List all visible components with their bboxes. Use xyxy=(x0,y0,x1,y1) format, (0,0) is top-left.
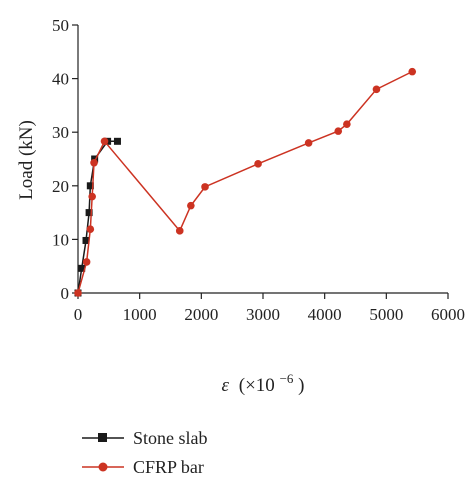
data-point-cfrp-bar xyxy=(88,192,96,201)
legend-marker-stone-slab xyxy=(98,433,107,442)
data-point-cfrp-bar xyxy=(86,225,95,234)
data-point-cfrp-bar xyxy=(82,258,91,266)
data-point-cfrp-bar xyxy=(254,160,262,168)
y-tick-label: 40 xyxy=(52,70,69,89)
y-tick-label: 10 xyxy=(52,230,69,249)
x-tick-label: 0 xyxy=(74,305,83,324)
x-tick-label: 4000 xyxy=(308,305,342,324)
x-tick-label: 3000 xyxy=(246,305,280,324)
x-tick-label: 1000 xyxy=(123,305,157,324)
data-point-cfrp-bar xyxy=(187,201,195,210)
plot-area: 0 1000 2000 3000 4000 5000 6000 0 10 20 30 40 50 xyxy=(52,16,465,324)
x-tick-label: 6000 xyxy=(431,305,465,324)
data-point-cfrp-bar xyxy=(372,85,381,94)
data-point-cfrp-bar xyxy=(90,158,98,167)
x-axis-label-unit: (×10 xyxy=(239,375,275,396)
y-ticks: 0 10 20 30 40 50 xyxy=(52,16,78,303)
x-axis-label: ε (×10 −6 ) xyxy=(222,367,305,396)
data-point-cfrp-bar xyxy=(74,289,82,297)
x-tick-label: 2000 xyxy=(184,305,218,324)
series-layer xyxy=(74,67,417,297)
x-axis-label-exp: −6 xyxy=(280,371,294,386)
data-point-stone-slab xyxy=(78,264,86,272)
y-axis-label: Load (kN) xyxy=(16,120,37,200)
data-point-cfrp-bar xyxy=(304,139,313,147)
legend-marker-cfrp-bar xyxy=(98,462,108,472)
legend-label-stone-slab: Stone slab xyxy=(133,428,208,448)
y-tick-label: 0 xyxy=(61,284,70,303)
data-point-cfrp-bar xyxy=(100,137,109,146)
legend: Stone slab CFRP bar xyxy=(82,428,208,477)
data-point-cfrp-bar xyxy=(334,127,343,135)
data-point-cfrp-bar xyxy=(175,227,184,235)
y-tick-label: 30 xyxy=(52,123,69,142)
x-ticks: 0 1000 2000 3000 4000 5000 6000 xyxy=(74,293,465,324)
data-point-cfrp-bar xyxy=(408,67,417,76)
legend-label-cfrp-bar: CFRP bar xyxy=(133,457,204,477)
legend-item-cfrp-bar: CFRP bar xyxy=(82,457,204,477)
series-line-cfrp-bar xyxy=(77,70,413,294)
data-point-stone-slab xyxy=(82,236,90,244)
x-axis-label-close: ) xyxy=(298,375,304,396)
legend-item-stone-slab: Stone slab xyxy=(82,428,208,448)
data-point-stone-slab xyxy=(91,155,99,163)
data-point-stone-slab xyxy=(85,209,93,217)
data-point-cfrp-bar xyxy=(201,183,209,191)
x-axis-label-symbol: ε xyxy=(222,375,230,396)
y-tick-label: 20 xyxy=(52,177,69,196)
data-point-cfrp-bar xyxy=(343,120,351,128)
y-tick-label: 50 xyxy=(52,16,69,35)
data-point-stone-slab xyxy=(113,137,121,145)
data-point-stone-slab xyxy=(86,182,94,190)
x-tick-label: 5000 xyxy=(369,305,403,324)
